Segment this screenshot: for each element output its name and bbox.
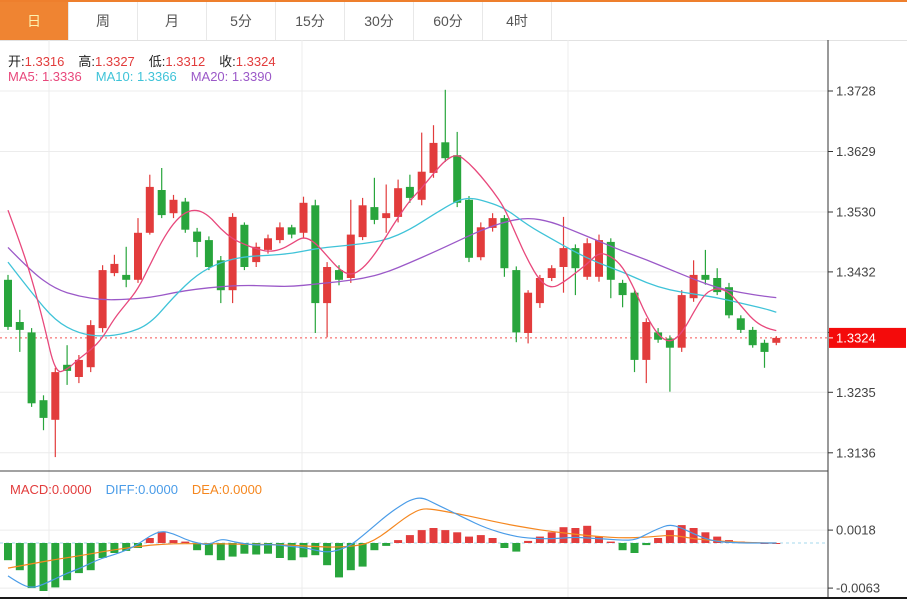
svg-text:1.3136: 1.3136 [836,445,876,460]
tab-month[interactable]: 月 [138,2,207,40]
timeframe-tab-bar: 日 周 月 5分 15分 30分 60分 4时 [0,2,907,41]
tab-15min[interactable]: 15分 [276,2,345,40]
candlestick-chart-canvas[interactable]: 1.37281.36291.35301.34321.33331.32351.31… [0,40,907,604]
chart-area: 1.37281.36291.35301.34321.33331.32351.31… [0,40,907,604]
tab-30min[interactable]: 30分 [345,2,414,40]
svg-text:1.3728: 1.3728 [836,84,876,99]
svg-text:1.3432: 1.3432 [836,264,876,279]
svg-text:1.3629: 1.3629 [836,144,876,159]
top-accent-line [0,0,907,2]
svg-text:0.0018: 0.0018 [836,523,876,538]
current-price-tag: 1.3324 [836,330,876,345]
tab-week[interactable]: 周 [69,2,138,40]
svg-text:1.3235: 1.3235 [836,385,876,400]
svg-text:-0.0063: -0.0063 [836,581,880,596]
tab-60min[interactable]: 60分 [414,2,483,40]
tab-4hour[interactable]: 4时 [483,2,552,40]
tab-5min[interactable]: 5分 [207,2,276,40]
svg-text:1.3530: 1.3530 [836,205,876,220]
tab-day[interactable]: 日 [0,2,69,40]
